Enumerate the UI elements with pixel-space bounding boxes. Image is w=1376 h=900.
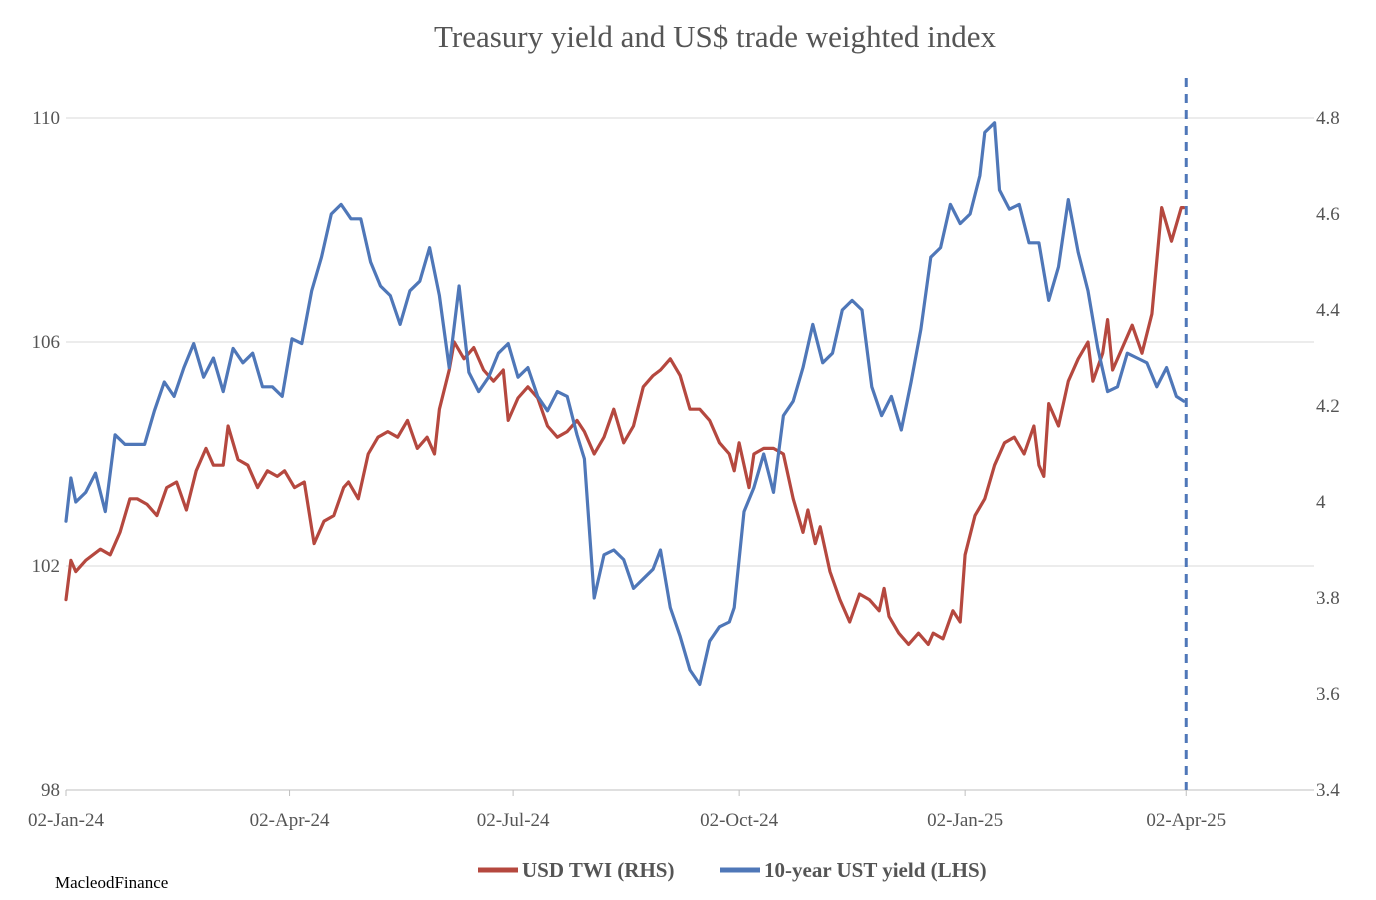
legend-label-usd-twi: USD TWI (RHS) xyxy=(522,858,674,882)
x-axis-tick-label: 02-Jan-25 xyxy=(927,810,1003,831)
left-axis-tick-label: 110 xyxy=(32,108,60,129)
series-lines xyxy=(64,121,1186,687)
gridlines xyxy=(66,117,1314,791)
right-axis-tick-label: 3.4 xyxy=(1316,780,1340,801)
left-axis-tick-label: 98 xyxy=(41,780,60,801)
axes: 98 102 106 110 3.4 3.6 3.8 4 4.2 4.4 4.6 4.8 02-Jan-… xyxy=(28,108,1340,831)
right-axis-tick-label: 4.6 xyxy=(1316,204,1340,225)
series-line-usd-twi xyxy=(64,206,1186,647)
left-axis-tick-label: 106 xyxy=(32,332,61,353)
x-axis-tick-label: 02-Apr-24 xyxy=(250,810,330,831)
credit-text: MacleodFinance xyxy=(55,873,168,892)
x-axis-tick-label: 02-Oct-24 xyxy=(700,810,779,831)
right-axis-tick-label: 4 xyxy=(1316,492,1326,513)
legend-label-ust-yield: 10-year UST yield (LHS) xyxy=(764,858,987,882)
right-axis-tick-label: 4.8 xyxy=(1316,108,1340,129)
legend: USD TWI (RHS) 10-year UST yield (LHS) xyxy=(478,858,987,882)
right-axis-tick-label: 3.6 xyxy=(1316,684,1340,705)
chart-title: Treasury yield and US$ trade weighted in… xyxy=(434,19,996,54)
x-axis-tick-label: 02-Jul-24 xyxy=(477,810,550,831)
x-axis-tick-label: 02-Apr-25 xyxy=(1146,810,1226,831)
right-axis-tick-label: 4.2 xyxy=(1316,396,1340,417)
x-axis-tick-label: 02-Jan-24 xyxy=(28,810,104,831)
left-axis-tick-label: 102 xyxy=(32,556,61,577)
series-line-ust-yield xyxy=(64,121,1186,687)
right-axis-tick-label: 4.4 xyxy=(1316,300,1340,321)
right-axis-tick-label: 3.8 xyxy=(1316,588,1340,609)
